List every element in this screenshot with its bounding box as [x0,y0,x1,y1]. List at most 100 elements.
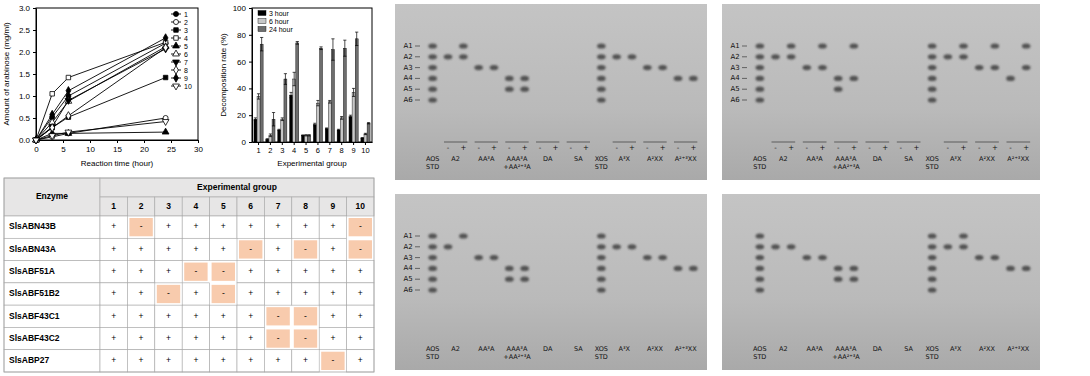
tick-label: 2.0 [19,48,31,57]
tlc-panel: A1A2A3A4A5A6-+-+-+-+-+-+-+-+AOSSTDA2AA³A… [395,4,707,180]
error-bar [337,129,340,130]
spot [520,76,529,81]
table-cell [349,240,372,258]
series-line [36,122,166,140]
legend-label: 3 [184,27,188,34]
tick: 10 [361,142,369,155]
spot [597,233,606,238]
cell-text: + [276,355,281,365]
lane-label: A²XX [979,155,996,163]
spot [520,87,529,92]
tick: 60 [237,58,252,67]
spot [428,87,437,92]
lane-label: AOS [753,345,767,353]
row-header-cell [4,327,100,349]
table-cell [127,238,154,260]
series-line [36,42,166,140]
cell-text: + [193,311,198,321]
spot [803,255,812,260]
tick: 10 [86,140,95,154]
row-tick [415,257,420,258]
spot [444,54,453,59]
error-bar [367,123,370,124]
spot [428,244,437,249]
lane-label: STD [926,353,939,361]
table-cell [237,305,264,327]
tick-mark [249,8,252,9]
lane-sign: + [522,144,528,152]
table-cell [210,350,237,372]
row-label: A1 [403,42,412,50]
marker [33,138,40,144]
row-label: A1 [730,42,739,50]
pair-rule [1007,142,1031,143]
tick: 3 [280,142,284,155]
row-label: A4 [730,74,740,82]
spot [628,244,637,249]
lane-label: A³X [950,345,962,353]
lane-label: DA [543,345,553,353]
gel-background [722,194,1040,370]
error-bar [328,100,331,103]
cell-text: + [358,266,363,276]
cell-text: + [276,266,281,276]
pair-rule [834,142,858,143]
tick: 3.0 [19,4,36,13]
cell-text: + [330,311,335,321]
spot [1006,76,1015,81]
row-header-cell [4,305,100,327]
tick-label: 7 [328,146,332,155]
legend-label: 2 [184,19,188,26]
table-cell [237,350,264,372]
spot [505,87,514,92]
marker [50,110,55,118]
error-bar [319,47,322,50]
spot [928,76,937,81]
lane-label: A²⁺³XX [1007,155,1030,163]
series-line [36,48,166,140]
tick-mark [282,142,283,145]
cell-text: + [330,288,335,298]
legend-label: 9 [184,75,188,82]
lane-sign: - [868,144,871,152]
tick: 1 [256,142,260,155]
table-cell [292,350,319,372]
cell-text: - [359,244,362,254]
cell-text: + [276,221,281,231]
lane-sign: - [1009,144,1012,152]
spot [628,54,637,59]
cell-text: + [139,244,144,254]
tick-mark [117,140,118,143]
table-cell [212,285,235,303]
table-cell [100,350,127,372]
legend: 12345678910 [171,11,192,90]
marker [50,124,55,132]
tick: 30 [194,140,203,154]
row-tick [415,290,420,291]
spot [444,244,453,249]
legend-label: 4 [184,35,188,42]
lane-label: AA³A [478,345,495,353]
spot [944,244,953,249]
spot [975,65,984,70]
pair-rule [643,142,666,143]
spot [850,76,859,81]
y-axis: 0.00.51.01.52.02.53.0 [19,4,37,145]
bar [316,103,319,142]
tick-label: 40 [237,84,246,93]
row-tick [742,67,747,68]
marker [50,92,54,96]
spot [643,255,652,260]
table-cell [349,218,372,236]
series-line [36,47,166,140]
lane-sign: - [615,144,618,152]
lane-label: SA [904,155,913,163]
table-cell [127,261,154,283]
spot [643,65,652,70]
lane-label: A³X [950,155,962,163]
spot [1022,65,1031,70]
tick: 80 [237,31,252,40]
tick-label: 5 [304,146,308,155]
x-axis-title: Experimental group [277,159,347,168]
cell-text: - [167,288,170,298]
